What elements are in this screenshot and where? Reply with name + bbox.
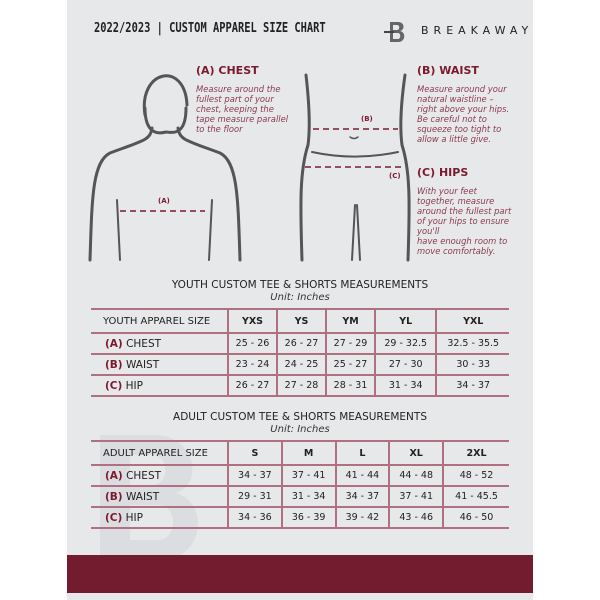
row-label: (B) WAIST (91, 354, 228, 376)
size-column-header: YL (373, 308, 437, 334)
measurement-cell: 23 - 24 (227, 354, 277, 376)
size-column-header: L (334, 440, 390, 466)
size-column-header: 2XL (442, 440, 509, 466)
youth-size-table: YOUTH APPAREL SIZE YXS YS YM YL YXL (A) CHEST 2… (91, 308, 509, 397)
torso-outline (299, 73, 411, 262)
measurement-cell: 37 - 41 (388, 486, 444, 508)
measurement-cell: 36 - 39 (280, 507, 336, 529)
measurement-cell: 25 - 26 (227, 333, 277, 355)
table-row: (B) WAIST 23 - 24 24 - 25 25 - 27 27 - 30 30 … (91, 354, 509, 376)
measurement-cell: 26 - 27 (227, 375, 277, 397)
measurement-cell: 28 - 31 (325, 375, 375, 397)
size-column-header: YXS (227, 308, 277, 334)
row-label: (A) CHEST (91, 333, 228, 355)
measurement-cell: 27 - 28 (276, 375, 326, 397)
measurement-cell: 26 - 27 (276, 333, 326, 355)
measurement-cell: 27 - 30 (373, 354, 437, 376)
waist-description: Measure around your natural waistline – ri… (417, 84, 510, 144)
table-row: (A) CHEST 25 - 26 26 - 27 27 - 29 29 - 32.5 3… (91, 333, 509, 355)
size-column-header: XL (388, 440, 444, 466)
measurement-cell: 29 - 32.5 (373, 333, 437, 355)
measurement-cell: 32.5 - 35.5 (435, 333, 509, 355)
hips-marker: (C) (389, 172, 401, 180)
measurement-cell: 27 - 29 (325, 333, 375, 355)
size-column-header: YXL (435, 308, 509, 334)
chest-marker: (A) (158, 197, 170, 205)
hips-description: With your feet together, measure around th… (417, 186, 512, 256)
table-row: (A) CHEST 34 - 37 37 - 41 41 - 44 44 - 48 48 … (91, 465, 509, 487)
row-label: (A) CHEST (91, 465, 228, 487)
measurement-cell: 31 - 34 (373, 375, 437, 397)
size-header-label: YOUTH APPAREL SIZE (91, 308, 228, 334)
measurement-cell: 31 - 34 (280, 486, 336, 508)
youth-table-title: YOUTH CUSTOM TEE & SHORTS MEASUREMENTS (171, 279, 429, 291)
measurement-cell: 41 - 45.5 (442, 486, 509, 508)
table-row: (C) HIP 26 - 27 27 - 28 28 - 31 31 - 34 34 - … (91, 375, 509, 397)
measurement-cell: 25 - 27 (325, 354, 375, 376)
measurement-cell: 41 - 44 (334, 465, 390, 487)
waist-heading: (B) WAIST (417, 64, 479, 77)
adult-unit: Unit: Inches (270, 424, 330, 435)
header-row: ADULT APPAREL SIZE S M L XL 2XL (91, 440, 509, 466)
page-title: 2022/2023 | CUSTOM APPAREL SIZE CHART (94, 21, 326, 36)
measurement-cell: 39 - 42 (334, 507, 390, 529)
measurement-cell: 24 - 25 (276, 354, 326, 376)
body-figures (88, 73, 411, 262)
chest-heading: (A) CHEST (196, 64, 259, 77)
measurement-cell: 34 - 37 (334, 486, 390, 508)
footer-band (67, 555, 533, 593)
size-header-label: ADULT APPAREL SIZE (91, 440, 228, 466)
size-column-header: S (227, 440, 282, 466)
measurement-cell: 44 - 48 (388, 465, 444, 487)
measurement-cell: 29 - 31 (227, 486, 282, 508)
table-row: (C) HIP 34 - 36 36 - 39 39 - 42 43 - 46 46 - … (91, 507, 509, 529)
size-column-header: YS (276, 308, 326, 334)
size-column-header: YM (325, 308, 375, 334)
adult-table-title: ADULT CUSTOM TEE & SHORTS MEASUREMENTS (173, 411, 427, 423)
row-label: (C) HIP (91, 507, 228, 529)
waist-marker: (B) (361, 115, 373, 123)
measurement-cell: 34 - 37 (435, 375, 509, 397)
chest-description: Measure around the fullest part of your ch… (196, 84, 289, 134)
adult-size-table: ADULT APPAREL SIZE S M L XL 2XL (A) CHEST 34 - … (91, 440, 509, 529)
head-outline (142, 74, 189, 135)
measurement-cell: 37 - 41 (280, 465, 336, 487)
row-label: (C) HIP (91, 375, 228, 397)
hips-heading: (C) HIPS (417, 166, 469, 179)
youth-unit: Unit: Inches (270, 292, 330, 303)
measurement-cell: 30 - 33 (435, 354, 509, 376)
measurement-cell: 34 - 36 (227, 507, 282, 529)
breakaway-logo-icon (384, 22, 405, 42)
measurement-cell: 43 - 46 (388, 507, 444, 529)
row-label: (B) WAIST (91, 486, 228, 508)
table-row: (B) WAIST 29 - 31 31 - 34 34 - 37 37 - 41 41 … (91, 486, 509, 508)
size-column-header: M (280, 440, 336, 466)
measurement-cell: 34 - 37 (227, 465, 282, 487)
shoulders-outline (88, 126, 242, 262)
header-row: YOUTH APPAREL SIZE YXS YS YM YL YXL (91, 308, 509, 334)
measurement-cell: 48 - 52 (442, 465, 509, 487)
measurement-cell: 46 - 50 (442, 507, 509, 529)
brand-name: BREAKAWAY (421, 24, 534, 37)
